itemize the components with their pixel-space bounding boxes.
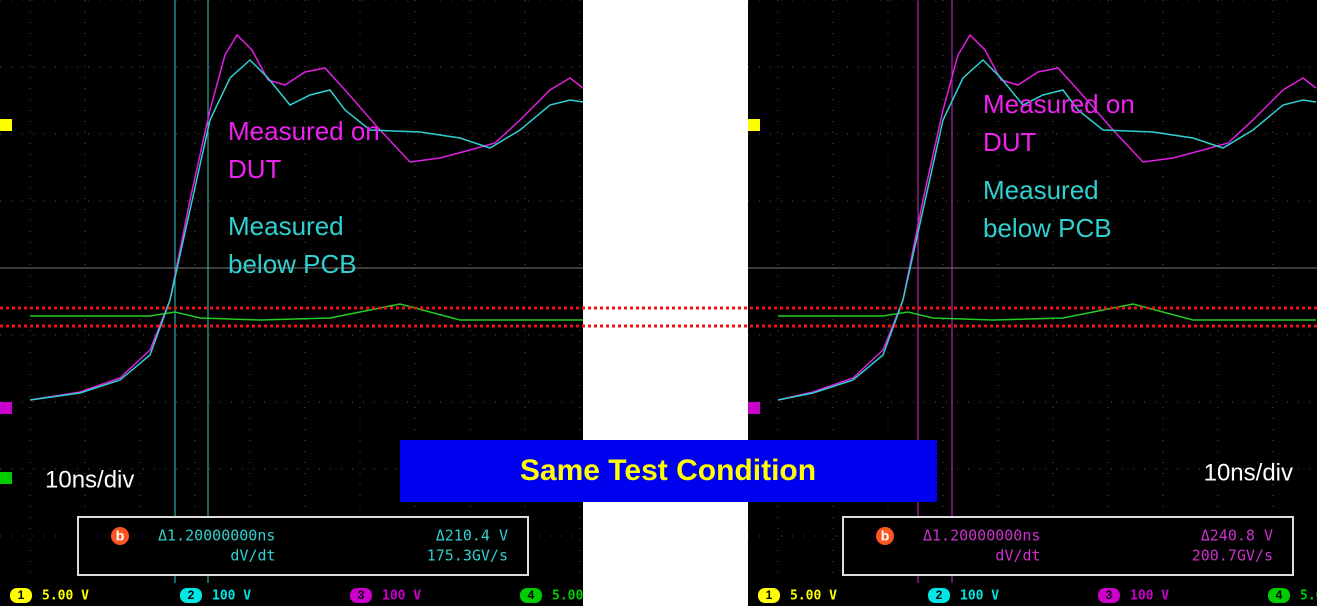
channel-marker bbox=[748, 119, 760, 131]
cursor-id: b bbox=[116, 528, 125, 544]
channel-scale: 5.00 bbox=[1300, 589, 1317, 604]
cursor-id: b bbox=[881, 528, 890, 544]
trace-label-pcb: Measured bbox=[228, 211, 344, 241]
trace-label-pcb: Measured bbox=[983, 175, 1099, 205]
trace-label-dut: DUT bbox=[983, 127, 1037, 157]
slope-value: 175.3GV/s bbox=[427, 547, 508, 565]
channel-marker bbox=[0, 402, 12, 414]
channel-scale: 100 V bbox=[1130, 589, 1169, 604]
trace-label-dut: DUT bbox=[228, 154, 282, 184]
channel-scale: 5.00 bbox=[552, 589, 583, 604]
channel-id: 3 bbox=[1106, 588, 1113, 602]
scope-panel: Measured on DUT Measured below PCB 10ns/div b… bbox=[748, 0, 1317, 606]
channel-id: 1 bbox=[766, 588, 773, 602]
timebase: 10ns/div bbox=[45, 466, 134, 493]
trace-label-dut: Measured on bbox=[228, 116, 380, 146]
trace-label-pcb: below PCB bbox=[228, 249, 357, 279]
channel-scale: 100 V bbox=[960, 589, 999, 604]
channel-id: 2 bbox=[188, 588, 195, 602]
timebase: 10ns/div bbox=[1204, 459, 1293, 486]
channel-scale: 100 V bbox=[212, 589, 251, 604]
channel-marker bbox=[748, 402, 760, 414]
slope-value: 200.7GV/s bbox=[1192, 547, 1273, 565]
channel-id: 4 bbox=[528, 588, 535, 602]
channel-id: 3 bbox=[358, 588, 365, 602]
delta-voltage: Δ210.4 V bbox=[436, 527, 508, 545]
channel-marker bbox=[0, 472, 12, 484]
scope-panel: Measured on DUT Measured below PCB 10ns/div b… bbox=[0, 0, 583, 606]
slope-label: dV/dt bbox=[230, 547, 275, 565]
trace-label-pcb: below PCB bbox=[983, 213, 1112, 243]
trace-label-dut: Measured on bbox=[983, 89, 1135, 119]
channel-scale: 5.00 V bbox=[790, 589, 837, 604]
slope-label: dV/dt bbox=[995, 547, 1040, 565]
delta-time: Δ1.20000000ns bbox=[923, 527, 1040, 545]
delta-voltage: Δ240.8 V bbox=[1201, 527, 1273, 545]
channel-scale: 5.00 V bbox=[42, 589, 89, 604]
channel-id: 4 bbox=[1276, 588, 1283, 602]
banner-text: Same Test Condition bbox=[520, 454, 816, 487]
delta-time: Δ1.20000000ns bbox=[158, 527, 275, 545]
channel-marker bbox=[0, 119, 12, 131]
channel-scale: 100 V bbox=[382, 589, 421, 604]
channel-id: 1 bbox=[18, 588, 25, 602]
channel-id: 2 bbox=[936, 588, 943, 602]
slide: Measured on DUT Measured below PCB 10ns/div b… bbox=[0, 0, 1317, 606]
